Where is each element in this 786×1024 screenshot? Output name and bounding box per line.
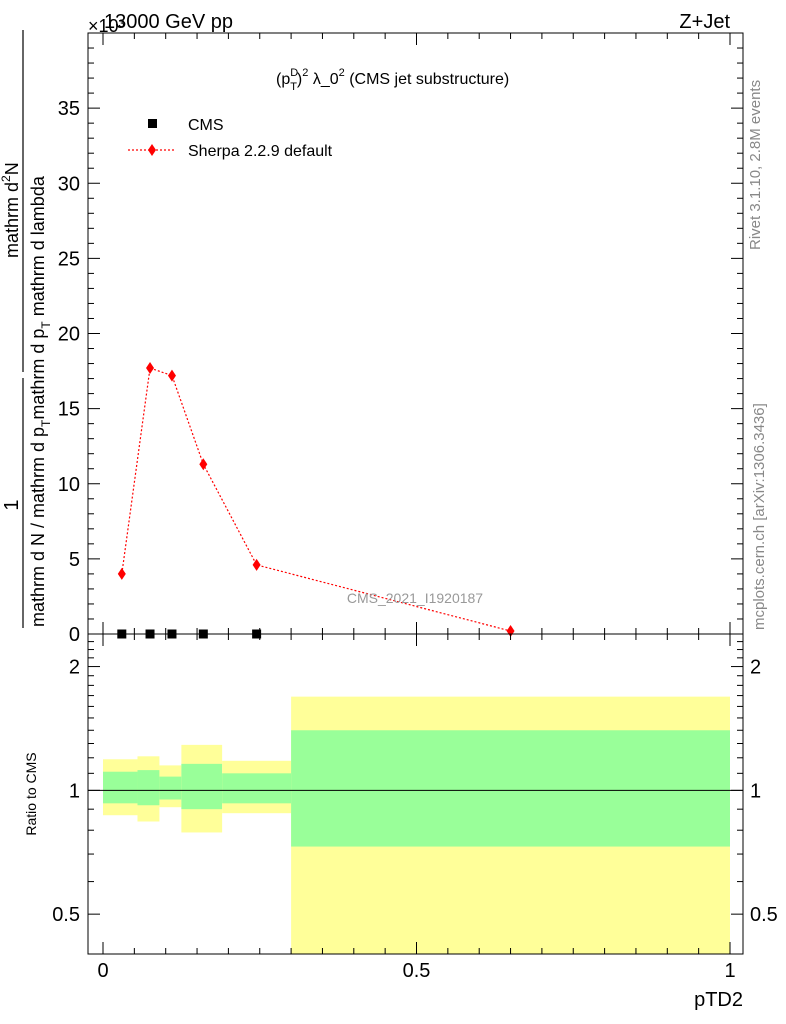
main-y-tick-label: 35 [58,98,80,120]
main-y-tick-label: 15 [58,399,80,421]
x-axis-label: pTD2 [694,989,743,1011]
sherpa-point [117,567,126,580]
main-axis-ticks: 0 5 10 15 20 25 30 35 [58,33,743,646]
plot-title: (pD T)2 λ_02 (CMS jet substructure) [276,67,509,93]
ratio-y-tick-label-right: 0.5 [750,904,778,926]
ratio-inner-band [103,771,138,804]
ratio-y-axis-label: Ratio to CMS [23,752,39,835]
y-label-numerator-2: mathrm d2N [0,162,22,258]
mcplots-label: mcplots.cern.ch [arXiv:1306.3436] [751,403,768,630]
sherpa-point [146,362,155,375]
ratio-inner-band [222,773,292,804]
y-label-denominator-1: mathrm d N / mathrm d pTmathrm d pT math… [28,175,53,627]
sherpa-line [121,367,511,632]
ratio-inner-band [137,770,160,806]
ratio-y-tick-label-right: 1 [750,780,761,802]
main-y-tick-label: 5 [69,549,80,571]
sherpa-point [252,558,261,571]
energy-label: 13000 GeV pp [104,11,233,33]
main-y-tick-label: 0 [69,624,80,646]
ratio-x-tick-label: 0.5 [403,960,431,982]
ratio-inner-band [181,763,223,810]
main-y-tick-label: 25 [58,248,80,270]
ratio-x-tick-label: 0 [97,960,108,982]
rivet-label: Rivet 3.1.10, 2.8M events [747,80,764,250]
main-y-tick-label: 20 [58,324,80,346]
ratio-x-tick-label: 1 [724,960,735,982]
main-y-tick-label: 30 [58,173,80,195]
main-y-axis-label: 1 mathrm d N / mathrm d pTmathrm d pT ma… [0,30,53,628]
ratio-inner-band [159,776,182,800]
analysis-watermark: CMS_2021_I1920187 [347,590,483,606]
ratio-y-tick-label: 2 [69,657,80,679]
main-y-tick-label: 10 [58,474,80,496]
y-label-numerator-1: 1 [1,499,23,510]
ratio-inner-band [291,730,730,847]
ratio-panel-frame [87,633,744,955]
legend-sherpa-marker [148,144,156,156]
sherpa-point [199,458,208,471]
ratio-y-tick-label: 1 [69,780,80,802]
y-multiplier-label: ×10³ [88,16,125,36]
legend-cms-marker [148,119,157,128]
legend-cms-label: CMS [188,117,224,134]
sherpa-point [167,369,176,382]
main-panel-frame [87,32,744,635]
ratio-bands-layer [103,696,730,954]
ratio-axis-ticks: 0.5 0.5 1 1 2 2 0 0.5 1 [52,634,778,982]
ratio-y-tick-label-right: 2 [750,657,761,679]
legend-sherpa-label: Sherpa 2.2.9 default [188,143,333,160]
ratio-y-tick-label: 0.5 [52,904,80,926]
process-label: Z+Jet [679,11,730,33]
